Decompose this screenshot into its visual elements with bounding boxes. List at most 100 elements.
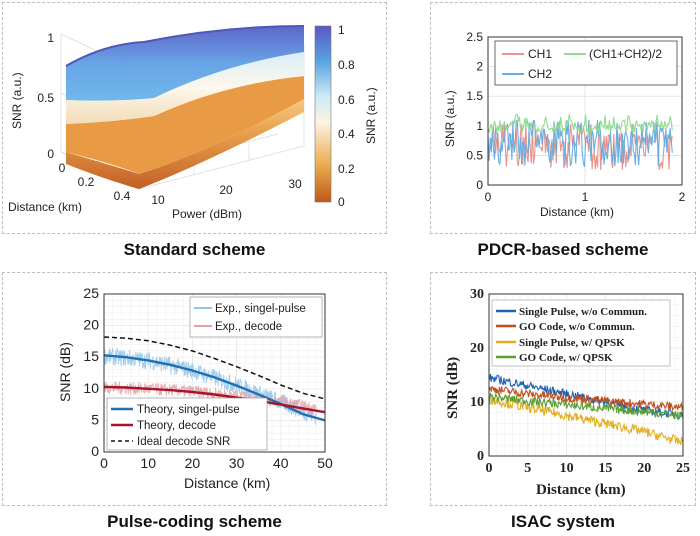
- title-pulse-coding-scheme: Pulse-coding scheme: [107, 512, 282, 531]
- legend-top-box: [189, 296, 323, 338]
- x-tick-label: 0: [485, 190, 492, 204]
- z-axis-label: SNR (a.u.): [10, 72, 24, 129]
- title-pdcr-scheme: PDCR-based scheme: [477, 240, 649, 259]
- x-tick-label: 20: [185, 455, 201, 471]
- legend-label-go-qpsk: GO Code, w/ QPSK: [519, 352, 613, 364]
- series-ideal-decode-snr: [103, 336, 326, 400]
- panel-pulse-coding-scheme: [2, 272, 387, 506]
- y-axis-label: SNR (dB): [57, 342, 73, 402]
- y-tick-label: 10: [470, 395, 484, 410]
- colorbar-ticks: 1 0.8 0.6 0.4 0.2 0: [338, 23, 355, 209]
- x-tick-20: 20: [219, 183, 233, 197]
- x-tick-label: 0: [486, 461, 493, 476]
- z-tick-0: 0: [47, 147, 54, 161]
- pulse-coding-chart: 0 5 10 15 20 25 0 10 20 30 40 50 SNR (dB) Distance…: [57, 285, 333, 491]
- surface-top: [65, 25, 305, 101]
- x-ticks: 0 5 10 15 20 25: [486, 461, 691, 476]
- plot-frame: [487, 36, 683, 186]
- legend-top: Exp., singel-pulse Exp., decode: [189, 296, 323, 338]
- y-axis-label: SNR (a.u.): [443, 90, 457, 147]
- cbar-tick-0.6: 0.6: [338, 93, 355, 107]
- legend-bottom: Theory, singel-pulse Theory, decode Idea…: [106, 397, 268, 451]
- x-tick-label: 15: [598, 461, 612, 476]
- legend-label-avg: (CH1+CH2)/2: [589, 47, 662, 61]
- series-go-code-w-qpsk: [488, 392, 684, 421]
- legend-label-theory-single: Theory, singel-pulse: [137, 404, 240, 416]
- surface-middle: [66, 52, 304, 124]
- y-tick-label: 30: [470, 287, 484, 302]
- y-axis-label: Distance (km): [8, 200, 82, 214]
- panel-pdcr-scheme: [430, 2, 696, 234]
- x-tick-label: 5: [524, 461, 531, 476]
- y-tick-label: 0.5: [466, 148, 483, 162]
- x-tick-label: 50: [317, 455, 333, 471]
- series-theory-singel-pulse: [103, 354, 326, 422]
- x-axis-label: Distance (km): [536, 482, 626, 498]
- isac-system-chart: 0 10 20 30 0 5 10 15 20 25 SNR (dB) Distance (km…: [445, 287, 691, 498]
- y-tick-label: 1: [476, 119, 483, 133]
- y-tick-label: 5: [91, 411, 99, 427]
- legend-box: [491, 299, 671, 367]
- y-tick-label: 25: [83, 285, 99, 301]
- x-axis-ticks: 10 20 30: [151, 177, 302, 207]
- y-tick-label: 0: [91, 443, 99, 459]
- panel-standard-scheme: [2, 2, 387, 234]
- series-ch2: [487, 119, 673, 168]
- x-axis-label: Power (dBm): [172, 207, 242, 221]
- x-ticks: 0 10 20 30 40 50: [100, 455, 333, 471]
- series-go-code-w-o-commun-: [488, 385, 684, 412]
- y-ticks: 0 5 10 15 20 25: [83, 285, 99, 459]
- y-ticks: 0 10 20 30: [470, 287, 484, 464]
- legend-box: [494, 40, 678, 86]
- y-tick-label: 10: [83, 380, 99, 396]
- y-tick-0.2: 0.2: [78, 175, 95, 189]
- title-standard-scheme: Standard scheme: [123, 240, 266, 259]
- title-isac-system: ISAC system: [511, 512, 615, 531]
- x-tick-label: 1: [582, 190, 589, 204]
- legend-label-ch2: CH2: [528, 67, 552, 81]
- x-tick-label: 10: [560, 461, 574, 476]
- plot-frame: [103, 293, 326, 453]
- x-tick-label: 0: [100, 455, 108, 471]
- y-axis-ticks: 0 0.2 0.4: [59, 161, 131, 203]
- y-tick-label: 15: [83, 348, 99, 364]
- series-group: [488, 373, 684, 446]
- legend-label-ch1: CH1: [528, 47, 552, 61]
- z-tick-1: 1: [47, 31, 54, 45]
- legend-label-go-wo: GO Code, w/o Commun.: [519, 321, 635, 333]
- z-tick-0.5: 0.5: [37, 91, 54, 105]
- standard-scheme-chart: 1 0.5 0 SNR (a.u.) 0 0.2 0.4 Distance (k…: [8, 23, 378, 221]
- legend-label-theory-decode: Theory, decode: [137, 420, 216, 432]
- y-tick-label: 0: [477, 449, 484, 464]
- cbar-tick-0: 0: [338, 195, 345, 209]
- x-tick-label: 2: [679, 190, 686, 204]
- cbar-tick-0.2: 0.2: [338, 162, 355, 176]
- pdcr-scheme-chart: 0 0.5 1 1.5 2 2.5 0 1 2 SNR (a.u.) Distance (km…: [443, 30, 686, 219]
- x-tick-label: 25: [676, 461, 690, 476]
- legend-label-exp-single: Exp., singel-pulse: [215, 303, 306, 315]
- y-ticks: 0 0.5 1 1.5 2 2.5: [466, 30, 483, 192]
- plot-frame: [488, 293, 684, 457]
- x-axis-label: Distance (km): [540, 205, 614, 219]
- x-tick-30: 30: [288, 177, 302, 191]
- legend-label-ideal: Ideal decode SNR: [137, 436, 230, 448]
- z-axis-ticks: 1 0.5 0: [37, 31, 54, 161]
- x-tick-label: 20: [637, 461, 651, 476]
- y-tick-label: 0: [476, 178, 483, 192]
- x-ticks: 0 1 2: [485, 190, 686, 204]
- series-single-pulse-w-qpsk: [488, 395, 684, 446]
- x-axis-label: Distance (km): [184, 475, 270, 491]
- series-group: [487, 113, 673, 170]
- surface-bottom: [66, 76, 304, 189]
- y-tick-label: 20: [470, 341, 484, 356]
- y-tick-0.4: 0.4: [114, 189, 131, 203]
- series-theory-decode: [103, 385, 326, 414]
- y-tick-label: 2.5: [466, 30, 483, 44]
- panel-isac-system: [430, 272, 696, 506]
- legend-label-single-wo: Single Pulse, w/o Commun.: [519, 306, 647, 318]
- legend-bottom-box: [106, 397, 268, 451]
- series-exp-decode: [103, 381, 317, 414]
- series--ch1-ch2-2: [487, 113, 673, 135]
- x-tick-label: 30: [229, 455, 245, 471]
- legend: CH1 CH2 (CH1+CH2)/2: [494, 40, 678, 86]
